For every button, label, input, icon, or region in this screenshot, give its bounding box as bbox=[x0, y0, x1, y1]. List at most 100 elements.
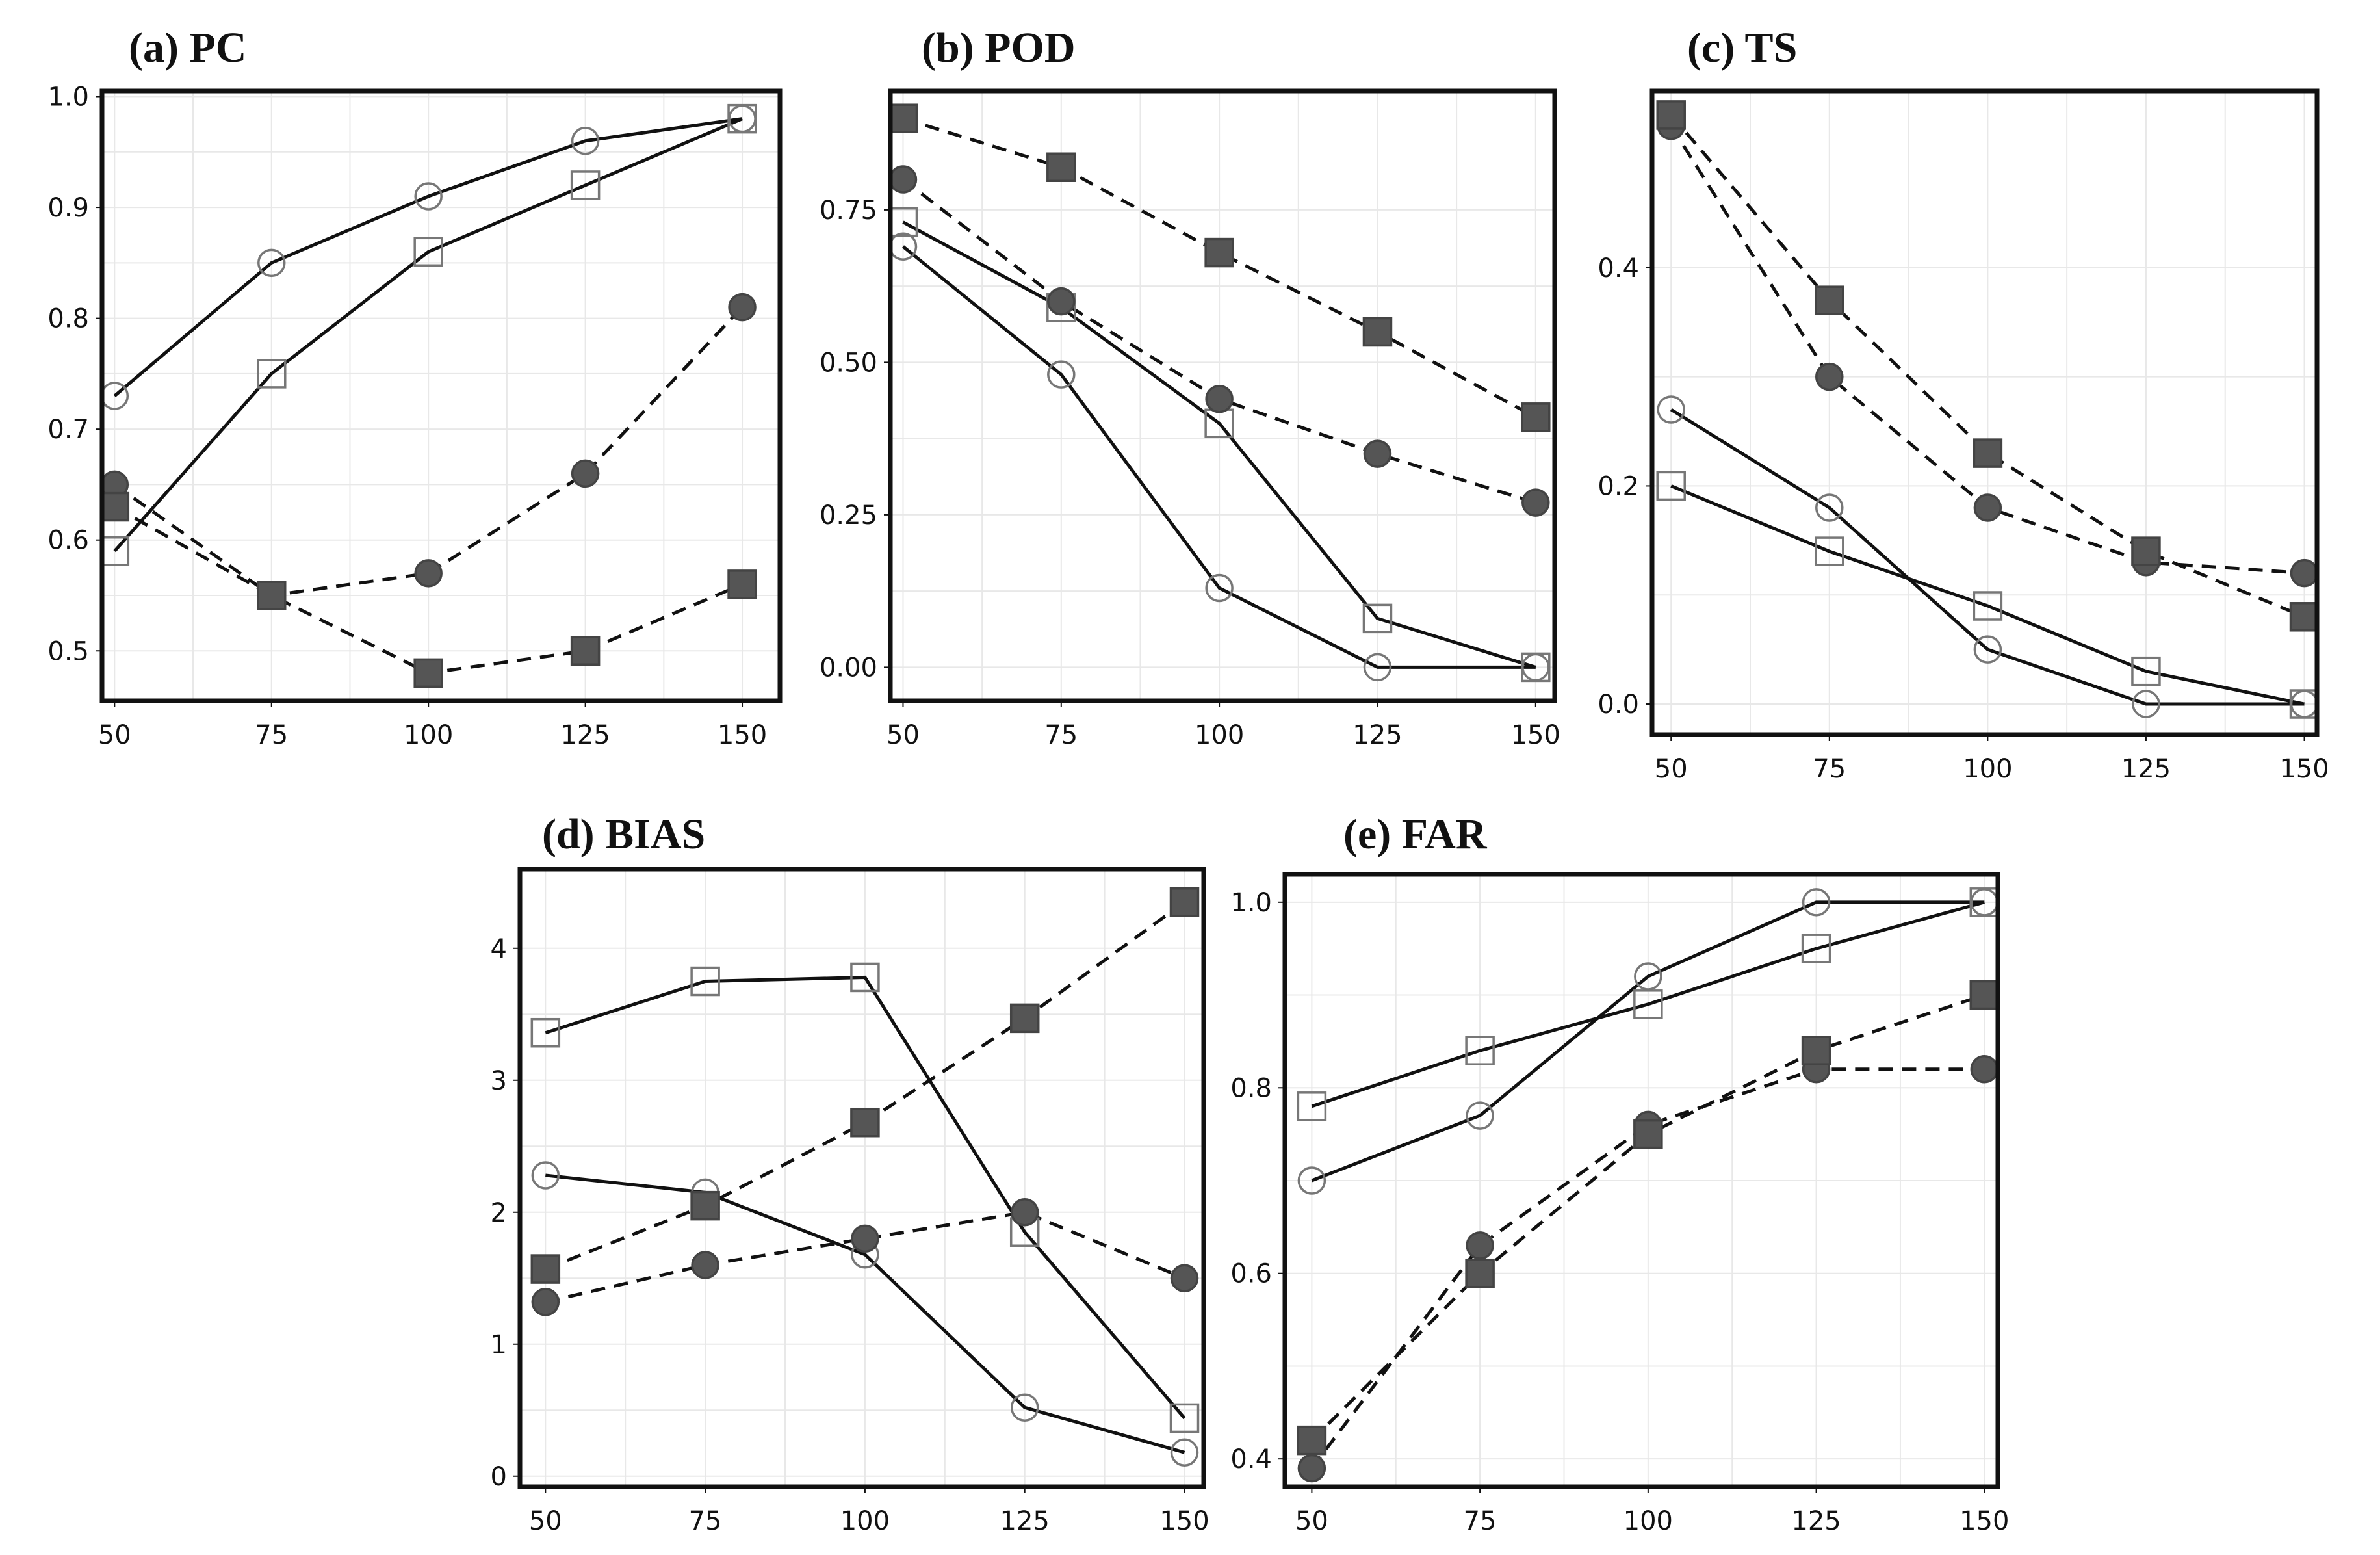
point-open-square bbox=[413, 237, 443, 267]
point-filled-circle bbox=[1466, 1231, 1494, 1260]
point-filled-circle bbox=[1297, 1454, 1326, 1483]
point-filled-circle bbox=[2290, 558, 2319, 588]
point-open-square bbox=[1633, 989, 1663, 1019]
point-filled-circle bbox=[414, 559, 443, 588]
series-line-open-square bbox=[902, 220, 1536, 669]
point-filled-circle bbox=[1047, 287, 1076, 316]
plot-frame bbox=[888, 88, 1557, 703]
plot-frame bbox=[99, 88, 783, 703]
y-tick-label: 0.00 bbox=[820, 653, 877, 683]
point-filled-circle bbox=[1521, 488, 1550, 517]
plot-frame bbox=[1282, 872, 2000, 1489]
point-filled-square bbox=[1297, 1425, 1327, 1456]
point-filled-circle bbox=[691, 1251, 719, 1279]
point-filled-circle bbox=[531, 1288, 560, 1316]
point-filled-square bbox=[1969, 980, 2000, 1010]
point-filled-circle bbox=[728, 293, 757, 322]
point-filled-square bbox=[1656, 100, 1686, 130]
y-tick-label: 0.9 bbox=[47, 193, 89, 223]
series-line-open-square bbox=[545, 975, 1186, 1420]
point-open-circle bbox=[1802, 888, 1831, 917]
point-filled-square bbox=[1521, 402, 1551, 432]
chart-pc: (a) PC 50 75 100 125 150 0.5 0.6 0.7 0.8 0.9 1.0 bbox=[47, 24, 783, 750]
point-open-square bbox=[1656, 471, 1686, 501]
point-open-square bbox=[1465, 1036, 1495, 1065]
x-tick-label: 150 bbox=[718, 720, 767, 750]
series-layer bbox=[888, 103, 1551, 683]
x-tick-label: 75 bbox=[1044, 720, 1078, 750]
point-open-square bbox=[727, 103, 757, 134]
panel-title: (b) POD bbox=[922, 24, 1075, 72]
x-tick-label: 125 bbox=[2121, 754, 2171, 784]
point-open-square bbox=[570, 170, 601, 200]
chart-pod: (b) POD 50 75 100 125 150 0.00 0.25 0.50 0.75 bbox=[820, 24, 1560, 750]
x-tick-label: 150 bbox=[1159, 1506, 1209, 1536]
y-tick-label: 0.25 bbox=[820, 501, 877, 530]
point-filled-circle bbox=[1973, 493, 2002, 522]
x-tick-label: 100 bbox=[404, 720, 453, 750]
chart-far: (e) FAR 50 75 100 125 150 0.4 0.6 0.8 1.0 bbox=[1230, 811, 2009, 1536]
point-filled-square bbox=[690, 1190, 720, 1221]
y-tick-label: 0.6 bbox=[47, 526, 89, 556]
y-tick-label: 0.8 bbox=[1230, 1073, 1272, 1103]
point-filled-square bbox=[1465, 1258, 1495, 1288]
x-tick-label: 125 bbox=[1791, 1506, 1841, 1536]
point-open-square bbox=[1169, 1403, 1200, 1433]
point-filled-square bbox=[888, 103, 918, 133]
y-tick-label: 0.2 bbox=[1597, 471, 1639, 501]
series-line-open-circle bbox=[1670, 408, 2305, 706]
plot-frame bbox=[1649, 88, 2320, 737]
point-filled-circle bbox=[1363, 439, 1392, 468]
y-tick-label: 0.8 bbox=[47, 304, 89, 334]
point-filled-square bbox=[1815, 285, 1844, 315]
point-open-circle bbox=[571, 126, 600, 155]
point-filled-square bbox=[1973, 438, 2003, 468]
point-open-square bbox=[850, 962, 880, 993]
y-tick-label: 1.0 bbox=[47, 83, 89, 112]
y-tick-label: 1.0 bbox=[1230, 888, 1272, 918]
x-tick-label: 150 bbox=[1511, 720, 1560, 750]
series-line-open-circle bbox=[545, 1173, 1185, 1454]
x-tick-label: 150 bbox=[2279, 754, 2329, 784]
y-tick-label: 0.7 bbox=[47, 415, 89, 445]
series-layer bbox=[530, 887, 1200, 1467]
point-open-circle bbox=[1205, 573, 1234, 603]
point-filled-square bbox=[1362, 317, 1393, 347]
x-tick-label: 75 bbox=[689, 1506, 722, 1536]
y-tick-label: 0 bbox=[491, 1462, 507, 1492]
series-line-open-circle bbox=[113, 117, 743, 397]
panel-title: (c) TS bbox=[1687, 24, 1797, 72]
series-layer bbox=[1656, 100, 2320, 719]
point-open-circle bbox=[1634, 962, 1662, 991]
x-tick-label: 50 bbox=[886, 720, 920, 750]
chart-ts: (c) TS 50 75 100 125 150 0.0 0.2 0.4 bbox=[1597, 24, 2329, 784]
series-line-filled-circle bbox=[545, 1210, 1185, 1304]
y-tick-label: 0.50 bbox=[820, 348, 877, 378]
x-tick-label: 125 bbox=[560, 720, 610, 750]
x-tick-label: 100 bbox=[1195, 720, 1244, 750]
point-filled-square bbox=[1009, 1003, 1040, 1034]
y-tick-label: 1 bbox=[491, 1330, 507, 1360]
point-open-square bbox=[1362, 603, 1393, 634]
chart-bias: (d) BIAS 50 75 100 125 150 0 1 2 3 4 bbox=[491, 811, 1209, 1536]
y-tick-label: 2 bbox=[491, 1198, 507, 1228]
y-tick-label: 4 bbox=[491, 934, 507, 964]
panel-title: (e) FAR bbox=[1343, 811, 1488, 858]
point-open-circle bbox=[1466, 1101, 1494, 1130]
point-filled-square bbox=[727, 569, 757, 599]
plot-frame bbox=[517, 867, 1206, 1489]
point-open-square bbox=[1973, 591, 2003, 621]
series-line-open-square bbox=[1311, 900, 1985, 1108]
point-filled-square bbox=[1801, 1036, 1831, 1065]
y-tick-label: 3 bbox=[491, 1066, 507, 1096]
point-open-circle bbox=[1170, 1438, 1199, 1467]
point-open-circle bbox=[1363, 653, 1392, 682]
series-layer bbox=[99, 103, 757, 688]
x-tick-label: 100 bbox=[1623, 1506, 1673, 1536]
x-tick-label: 50 bbox=[98, 720, 131, 750]
point-open-circle bbox=[257, 248, 286, 278]
point-filled-square bbox=[99, 491, 130, 522]
point-filled-circle bbox=[1010, 1198, 1039, 1227]
point-open-circle bbox=[1297, 1166, 1326, 1195]
